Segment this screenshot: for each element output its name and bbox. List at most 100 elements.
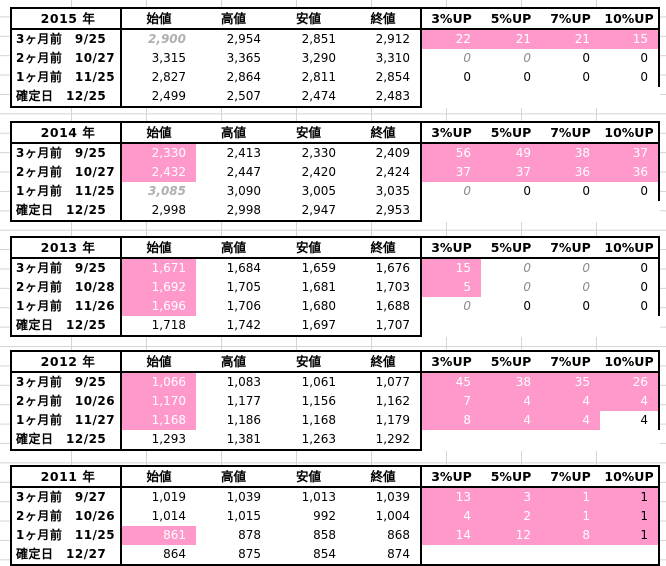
up7-cell[interactable]: 1 (541, 507, 600, 526)
open-cell[interactable]: 1,696 (120, 297, 196, 316)
close-cell[interactable]: 1,004 (346, 507, 422, 526)
close-cell[interactable]: 1,039 (346, 486, 422, 507)
low-cell[interactable]: 2,811 (301, 70, 336, 84)
row-label[interactable]: 確定日 12/25 (10, 87, 121, 108)
high-cell[interactable]: 1,381 (196, 430, 271, 451)
col-3up-header[interactable]: 3%UP (421, 236, 481, 258)
low-cell[interactable]: 2,330 (271, 142, 346, 163)
low-cell[interactable]: 3,290 (301, 51, 336, 65)
up10-cell[interactable]: 1 (600, 526, 660, 545)
col-10up-header[interactable]: 10%UP (600, 236, 660, 258)
up5-cell[interactable]: 49 (481, 142, 541, 163)
high-cell[interactable]: 878 (238, 528, 261, 542)
up10-cell[interactable]: 4 (600, 411, 660, 430)
col-5up-header[interactable]: 5%UP (481, 7, 541, 29)
up5-cell[interactable]: 0 (523, 299, 531, 313)
close-cell[interactable]: 2,483 (346, 87, 422, 108)
col-7up-header[interactable]: 7%UP (541, 236, 600, 258)
open-cell[interactable]: 1,168 (120, 411, 196, 430)
close-cell[interactable]: 3,035 (346, 182, 422, 201)
col-5up-header[interactable]: 5%UP (481, 236, 541, 258)
empty-cell[interactable] (421, 201, 481, 221)
close-cell[interactable]: 874 (346, 545, 422, 566)
high-cell[interactable]: 3,365 (226, 51, 261, 65)
low-cell[interactable]: 2,947 (271, 201, 346, 222)
up3-cell[interactable]: 0 (463, 51, 471, 65)
col-5up-header[interactable]: 5%UP (481, 465, 541, 487)
low-cell[interactable]: 2,851 (271, 28, 346, 49)
col-3up-header[interactable]: 3%UP (421, 350, 481, 372)
row-label[interactable]: 2ヶ月前 10/28 (10, 278, 121, 297)
row-label[interactable]: 3ヶ月前 9/25 (10, 257, 121, 278)
row-label[interactable]: 3ヶ月前 9/25 (10, 371, 121, 392)
col-close-header[interactable]: 終値 (346, 236, 422, 258)
up3-cell[interactable]: 13 (421, 486, 481, 507)
col-10up-header[interactable]: 10%UP (600, 7, 660, 29)
row-label[interactable]: 確定日 12/27 (10, 545, 121, 566)
open-cell[interactable]: 1,671 (120, 257, 196, 278)
close-cell[interactable]: 1,162 (346, 392, 422, 411)
col-close-header[interactable]: 終値 (346, 7, 422, 29)
up10-cell[interactable]: 37 (600, 142, 660, 163)
up5-cell[interactable]: 0 (523, 280, 531, 294)
empty-cell[interactable] (481, 316, 541, 336)
col-open-header[interactable]: 始値 (120, 7, 196, 29)
up10-cell[interactable]: 26 (600, 371, 660, 392)
empty-cell[interactable] (541, 201, 600, 221)
row-label[interactable]: 3ヶ月前 9/25 (10, 142, 121, 163)
open-cell[interactable]: 2,900 (120, 28, 196, 49)
open-cell[interactable]: 1,170 (120, 392, 196, 411)
up7-cell[interactable]: 0 (582, 51, 590, 65)
col-close-header[interactable]: 終値 (346, 121, 422, 143)
open-cell[interactable]: 1,692 (120, 278, 196, 297)
low-cell[interactable]: 854 (271, 545, 346, 566)
up5-cell[interactable]: 3 (481, 486, 541, 507)
row-label[interactable]: 確定日 12/25 (10, 201, 121, 222)
low-cell[interactable]: 1,697 (271, 316, 346, 337)
high-cell[interactable]: 3,090 (226, 184, 261, 198)
col-7up-header[interactable]: 7%UP (541, 465, 600, 487)
up3-cell[interactable]: 7 (421, 392, 481, 411)
col-close-header[interactable]: 終値 (346, 350, 422, 372)
empty-cell[interactable] (421, 316, 481, 336)
col-3up-header[interactable]: 3%UP (421, 7, 481, 29)
col-high-header[interactable]: 高値 (196, 350, 271, 372)
up5-cell[interactable]: 0 (523, 51, 531, 65)
up7-cell[interactable]: 0 (541, 257, 600, 278)
col-open-header[interactable]: 始値 (120, 465, 196, 487)
up7-cell[interactable]: 38 (541, 142, 600, 163)
up5-cell[interactable]: 4 (481, 392, 541, 411)
col-5up-header[interactable]: 5%UP (481, 121, 541, 143)
up3-cell[interactable]: 0 (463, 184, 471, 198)
year-label[interactable]: 2014 年 (10, 121, 121, 143)
open-cell[interactable]: 1,014 (120, 507, 196, 526)
up10-cell[interactable]: 0 (600, 297, 660, 316)
low-cell[interactable]: 1,263 (271, 430, 346, 451)
up10-cell[interactable]: 15 (600, 28, 660, 49)
low-cell[interactable]: 1,061 (271, 371, 346, 392)
col-close-header[interactable]: 終値 (346, 465, 422, 487)
up10-cell[interactable]: 0 (600, 278, 660, 297)
col-open-header[interactable]: 始値 (120, 350, 196, 372)
col-7up-header[interactable]: 7%UP (541, 7, 600, 29)
row-label[interactable]: 確定日 12/25 (10, 316, 121, 337)
high-cell[interactable]: 1,083 (196, 371, 271, 392)
col-low-header[interactable]: 安値 (271, 121, 346, 143)
low-cell[interactable]: 1,659 (271, 257, 346, 278)
col-high-header[interactable]: 高値 (196, 236, 271, 258)
open-cell[interactable]: 2,432 (120, 163, 196, 182)
col-high-header[interactable]: 高値 (196, 121, 271, 143)
empty-cell[interactable] (541, 430, 600, 450)
row-label[interactable]: 2ヶ月前 10/26 (10, 392, 121, 411)
close-cell[interactable]: 2,424 (346, 163, 422, 182)
up3-cell[interactable]: 8 (421, 411, 481, 430)
empty-cell[interactable] (541, 545, 600, 566)
year-label[interactable]: 2013 年 (10, 236, 121, 258)
up7-cell[interactable]: 4 (541, 392, 600, 411)
row-label[interactable]: 2ヶ月前 10/26 (10, 507, 121, 526)
row-label[interactable]: 1ヶ月前 11/25 (10, 526, 121, 545)
up7-cell[interactable]: 8 (541, 526, 600, 545)
up10-cell[interactable]: 0 (600, 68, 660, 87)
col-10up-header[interactable]: 10%UP (600, 350, 660, 372)
up5-cell[interactable]: 0 (481, 257, 541, 278)
